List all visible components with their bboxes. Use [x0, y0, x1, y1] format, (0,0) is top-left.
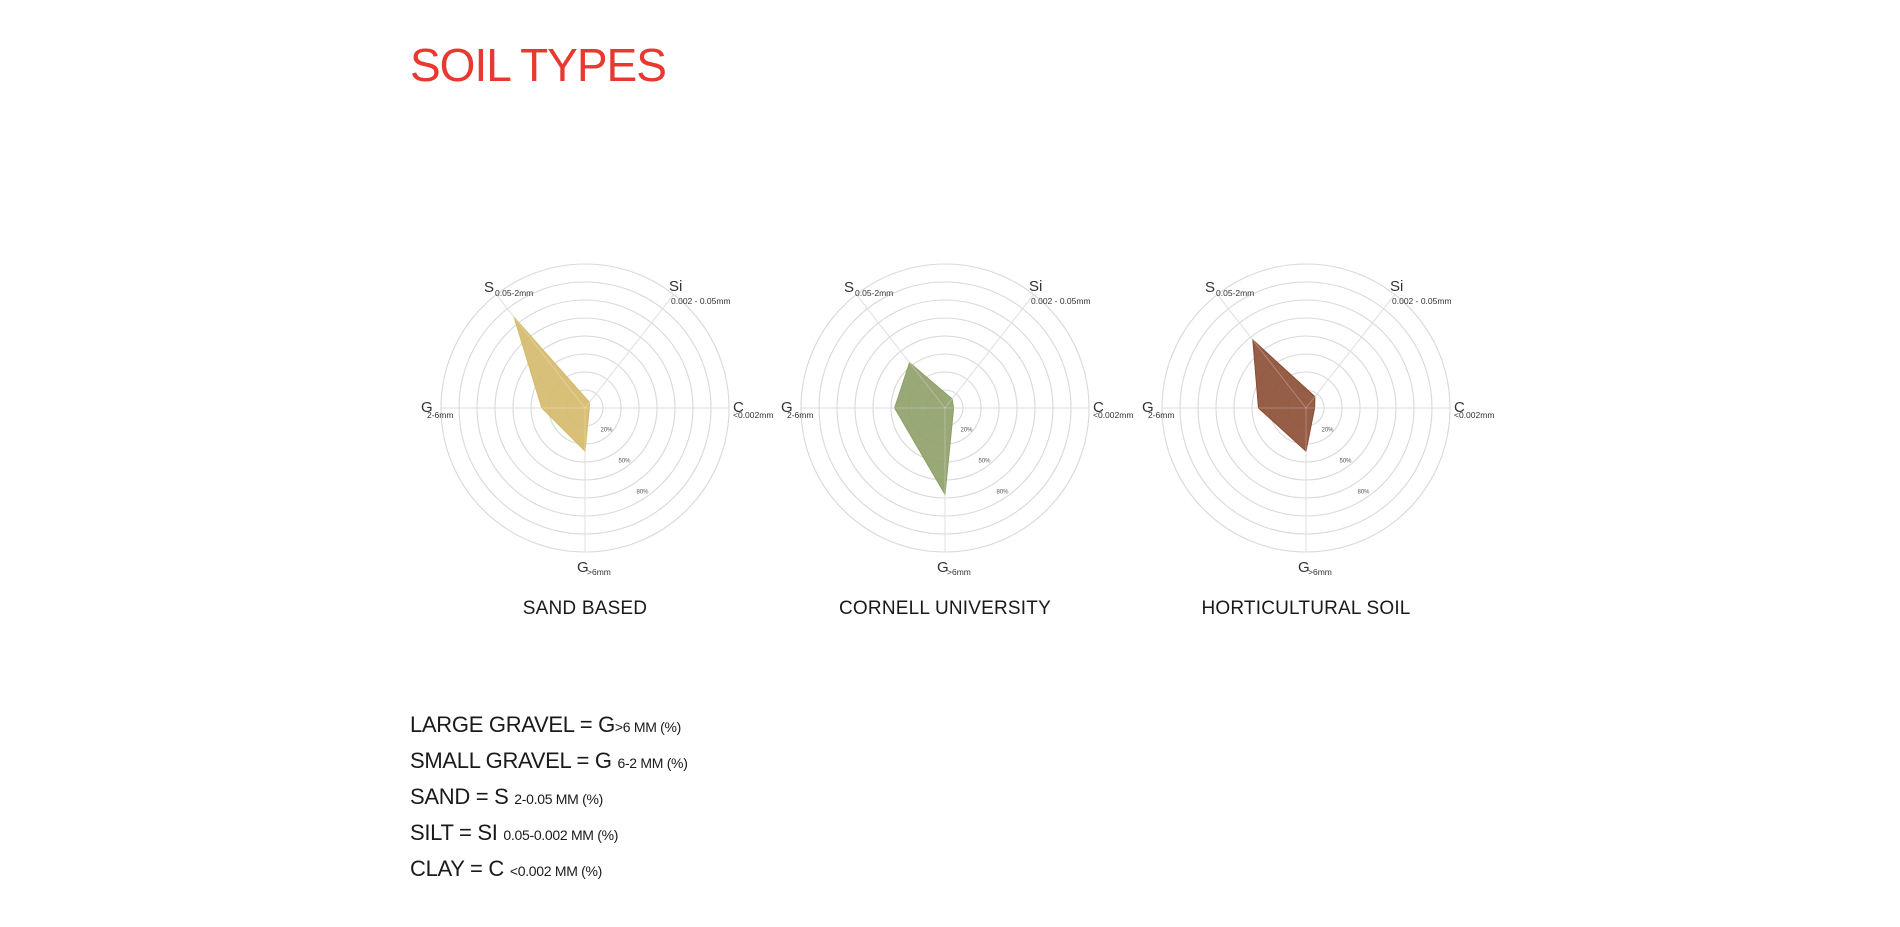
abbreviation-legend: LARGE GRAVEL = G>6 MM (%) SMALL GRAVEL =…: [410, 708, 688, 888]
radar-plot: 20% 50% 80% S 0.05-2mm Si0.002 - 0.05mm C<0.00…: [1142, 263, 1494, 577]
legend-range: 6-2 MM (%): [617, 755, 688, 771]
axis-range-si: 0.002 - 0.05mm: [1392, 296, 1452, 306]
legend-range: >6 MM (%): [614, 719, 682, 735]
chart-title: SAND BASED: [522, 598, 648, 619]
legend-term: LARGE GRAVEL = G: [410, 712, 615, 737]
ring-label: 80%: [997, 490, 1010, 496]
axis-range-c: <0.002mm: [733, 410, 773, 420]
axis-range-gl: >6mm: [1308, 567, 1332, 577]
axis-range-s: 0.05-2mm: [1216, 288, 1254, 298]
legend-row-large-gravel: LARGE GRAVEL = G>6 MM (%): [410, 708, 688, 744]
legend-term: SILT = SI: [410, 820, 498, 845]
ring-label: 50%: [619, 459, 632, 465]
axis-spoke: [584, 294, 675, 409]
ring-label: 20%: [601, 427, 614, 433]
chart-title: CORNELL UNIVERSITY: [839, 598, 1051, 619]
axis-range-si: 0.002 - 0.05mm: [671, 296, 731, 306]
radar-plot: 20% 50% 80% S 0.05-2mm Si0.002 - 0.05mm C<0.00…: [421, 263, 773, 577]
axis-letter-gl: G: [1298, 559, 1310, 576]
axis-spoke: [1305, 294, 1396, 409]
axis-letter-si: Si: [1390, 278, 1403, 295]
radar-plot: 20% 50% 80% S 0.05-2mm Si0.002 - 0.05mm C<0.00…: [781, 263, 1133, 577]
ring-label: 20%: [961, 427, 974, 433]
data-polygon: [894, 361, 955, 496]
axis-range-gs: 2-6mm: [1148, 410, 1174, 420]
axis-range-s: 0.05-2mm: [855, 288, 893, 298]
page-title: SOIL TYPES: [410, 39, 667, 91]
legend-row-silt: SILT = SI 0.05-0.002 MM (%): [410, 816, 688, 852]
axis-spoke-overlay: [1305, 294, 1395, 409]
legend-row-small-gravel: SMALL GRAVEL = G 6-2 MM (%): [410, 744, 688, 780]
legend-term: SMALL GRAVEL = G: [410, 748, 612, 773]
axis-letter-c: C: [733, 399, 744, 416]
axis-letter-gl: G: [577, 559, 589, 576]
axis-range-c: <0.002mm: [1093, 410, 1133, 420]
ring-label: 20%: [1322, 427, 1335, 433]
axis-letter-si: Si: [1029, 278, 1042, 295]
legend-term: SAND = S: [410, 784, 509, 809]
axis-letter-gs: G: [1142, 399, 1154, 416]
legend-term: CLAY = C: [410, 856, 505, 881]
axis-letter-s: S: [484, 279, 494, 296]
axis-range-c: <0.002mm: [1454, 410, 1494, 420]
legend-range: <0.002 MM (%): [509, 863, 603, 879]
axis-spoke-overlay: [856, 294, 946, 409]
legend-range: 2-0.05 MM (%): [514, 791, 603, 807]
axis-spoke: [944, 294, 1035, 409]
ring-label: 80%: [637, 490, 650, 496]
radar-chart-horticultural-soil: 20% 50% 80% S 0.05-2mm Si 0.002 - 0.05mm C <0.00…: [1136, 262, 1494, 632]
ring-label: 80%: [1358, 490, 1371, 496]
axis-letter-si: Si: [669, 278, 682, 295]
axis-range-gl: >6mm: [587, 567, 611, 577]
axis-spoke-overlay: [584, 294, 674, 409]
data-polygon: [1252, 338, 1316, 453]
axis-range-gs: 2-6mm: [427, 410, 453, 420]
axis-letter-c: C: [1454, 399, 1465, 416]
axis-spoke-overlay: [1217, 294, 1307, 409]
legend-range: 0.05-0.002 MM (%): [503, 827, 619, 843]
axis-letter-s: S: [844, 279, 854, 296]
axis-spoke-overlay: [944, 294, 1034, 409]
radar-chart-cornell-university: 20% 50% 80% S 0.05-2mm Si 0.002 - 0.05mm C <0.00…: [775, 262, 1133, 632]
axis-range-s: 0.05-2mm: [495, 288, 533, 298]
axis-range-gs: 2-6mm: [787, 410, 813, 420]
axis-range-gl: >6mm: [947, 567, 971, 577]
data-polygon: [513, 316, 590, 453]
radar-chart-sand-based: 20% 50% 80% S 0.05-2mm Si 0.002 - 0.05mm C <0.00…: [415, 262, 773, 632]
chart-title: HORTICULTURAL SOIL: [1201, 598, 1411, 619]
axis-letter-s: S: [1205, 279, 1215, 296]
axis-letter-c: C: [1093, 399, 1104, 416]
axis-letter-gl: G: [937, 559, 949, 576]
legend-row-clay: CLAY = C <0.002 MM (%): [410, 852, 688, 888]
ring-label: 50%: [979, 459, 992, 465]
axis-range-si: 0.002 - 0.05mm: [1031, 296, 1091, 306]
legend-row-sand: SAND = S 2-0.05 MM (%): [410, 780, 688, 816]
axis-letter-gs: G: [781, 399, 793, 416]
ring-label: 50%: [1340, 459, 1353, 465]
axis-spoke-overlay: [496, 294, 586, 409]
axis-letter-gs: G: [421, 399, 433, 416]
